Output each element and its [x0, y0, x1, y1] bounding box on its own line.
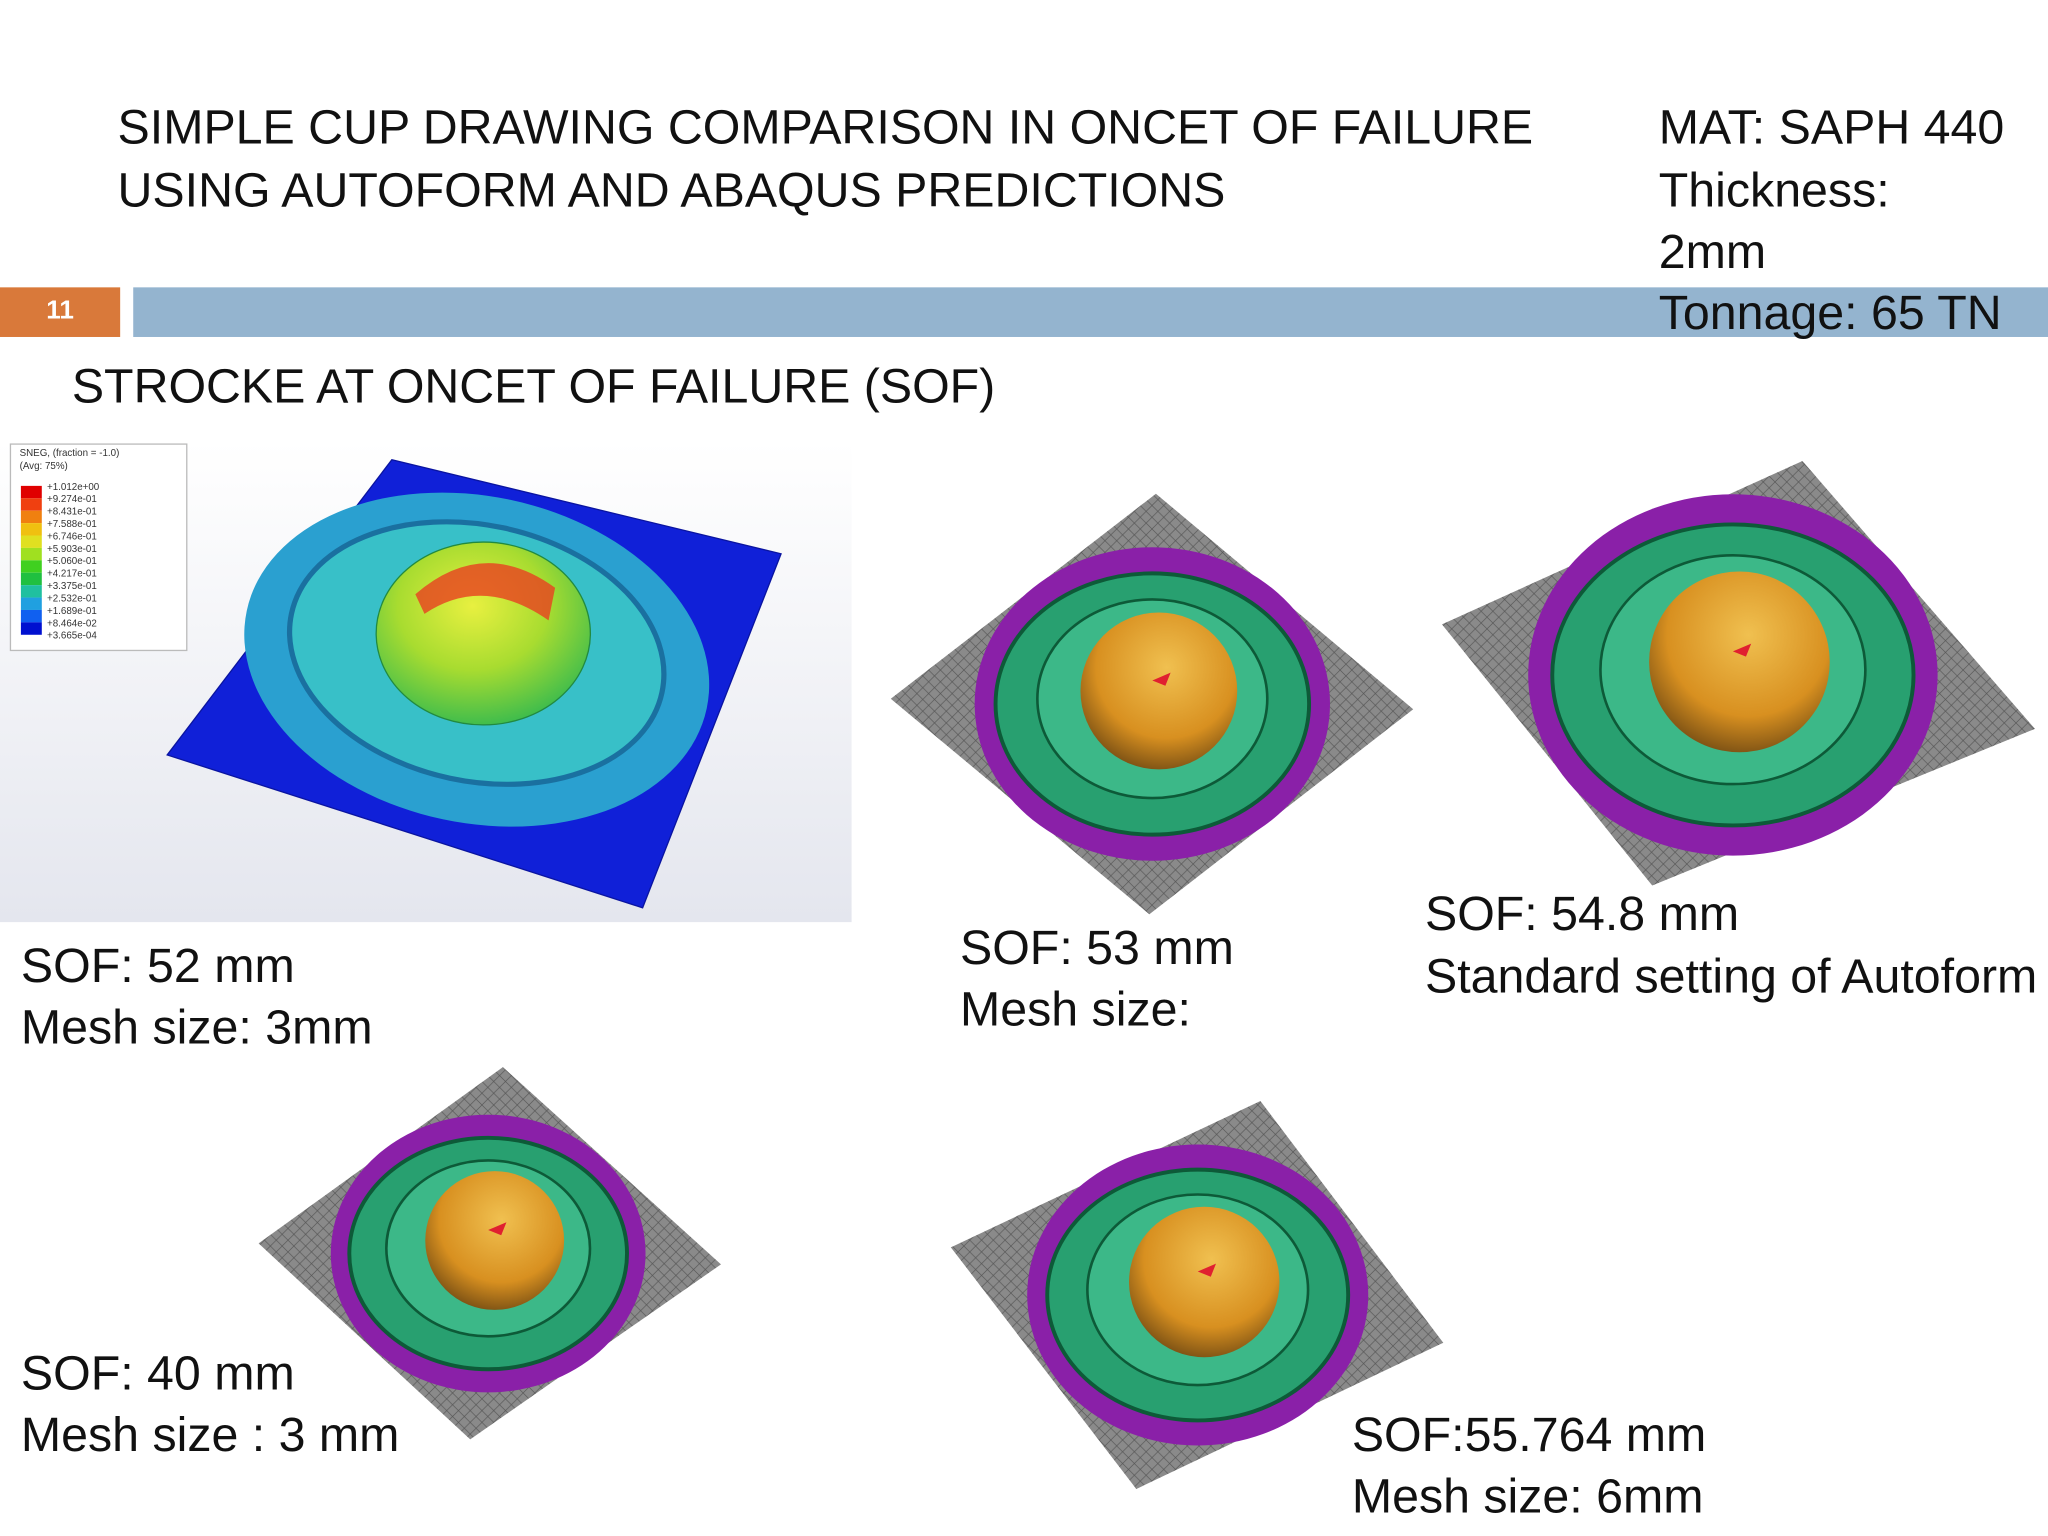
failure-zone: [1197, 1263, 1216, 1277]
dome: [1080, 612, 1238, 770]
title: SIMPLE CUP DRAWING COMPARISON IN ONCET O…: [118, 101, 1534, 155]
legend-value: +8.464e-02: [47, 618, 97, 629]
caption: Standard setting of Autoform: [1425, 950, 2037, 1004]
info: MAT: SAPH 440: [1659, 101, 2004, 155]
caption: Mesh size:: [960, 982, 1191, 1036]
legend-swatch: [20, 572, 42, 586]
legend-swatch: [20, 597, 42, 610]
legend-swatch: [20, 609, 42, 623]
legend-value: +1.689e-01: [47, 606, 97, 617]
slide-number: 11: [46, 295, 74, 325]
legend-value: +3.665e-04: [47, 631, 97, 642]
figure-autoform: [258, 1067, 721, 1440]
legend-swatch: [20, 523, 42, 536]
legend-swatch: [20, 498, 42, 511]
info: 2mm: [1659, 225, 1766, 279]
legend-value: +2.532e-01: [47, 593, 97, 604]
caption: Mesh size: 3mm: [21, 1001, 373, 1055]
legend-value: +8.431e-01: [47, 507, 97, 518]
legend-swatch: [20, 560, 42, 573]
failure-zone: [1152, 672, 1171, 686]
header-bar: [133, 287, 2048, 337]
legend-text: SNEG, (fraction = -1.0): [20, 448, 120, 459]
caption: Mesh size : 3 mm: [21, 1408, 400, 1462]
legend-swatch: [20, 485, 42, 499]
legend-value: +3.375e-01: [47, 581, 97, 592]
info: Tonnage: 65 TN: [1659, 286, 2002, 340]
legend-value: +5.060e-01: [47, 556, 97, 567]
legend-swatch: [20, 622, 42, 635]
figures: [258, 461, 2035, 1489]
title: USING AUTOFORM AND ABAQUS PREDICTIONS: [118, 163, 1226, 217]
caption: SOF: 40 mm: [21, 1347, 295, 1401]
legend-swatch: [20, 510, 42, 524]
figure-autoform: [890, 493, 1414, 915]
legend-value: +4.217e-01: [47, 569, 97, 580]
info: Thickness:: [1659, 163, 1890, 217]
figure-autoform: [1441, 461, 2035, 886]
legend-swatch: [20, 547, 42, 561]
failure-zone: [488, 1222, 507, 1236]
figure-abaqus: SNEG, (fraction = -1.0) (Avg: 75%) +1.01…: [0, 441, 852, 923]
legend-value: +9.274e-01: [47, 494, 97, 505]
dome: [1129, 1206, 1280, 1358]
caption: Mesh size: 6mm: [1352, 1469, 1704, 1523]
caption: SOF: 52 mm: [21, 939, 295, 993]
legend-value: +1.012e+00: [47, 482, 100, 493]
number-box: [0, 287, 121, 337]
failure-zone: [415, 563, 556, 621]
legend-value: +7.588e-01: [47, 519, 97, 530]
legend-swatch: [20, 535, 42, 548]
legend-swatch: [20, 585, 42, 598]
failure-zone: [1732, 643, 1752, 657]
legend-value: +6.746e-01: [47, 531, 97, 542]
figure-autoform: [950, 1101, 1444, 1489]
caption: SOF: 53 mm: [960, 921, 1234, 975]
legend-text: (Avg: 75%): [20, 461, 68, 472]
dome: [1649, 571, 1830, 753]
caption: SOF:55.764 mm: [1352, 1408, 1706, 1462]
caption: SOF: 54.8 mm: [1425, 887, 1739, 941]
subtitle: STROCKE AT ONCET OF FAILURE (SOF): [72, 359, 995, 413]
dome: [425, 1171, 565, 1310]
legend: +1.012e+00+9.274e-01 +8.431e-01+7.588e-01…: [20, 482, 100, 642]
legend-value: +5.903e-01: [47, 544, 97, 555]
